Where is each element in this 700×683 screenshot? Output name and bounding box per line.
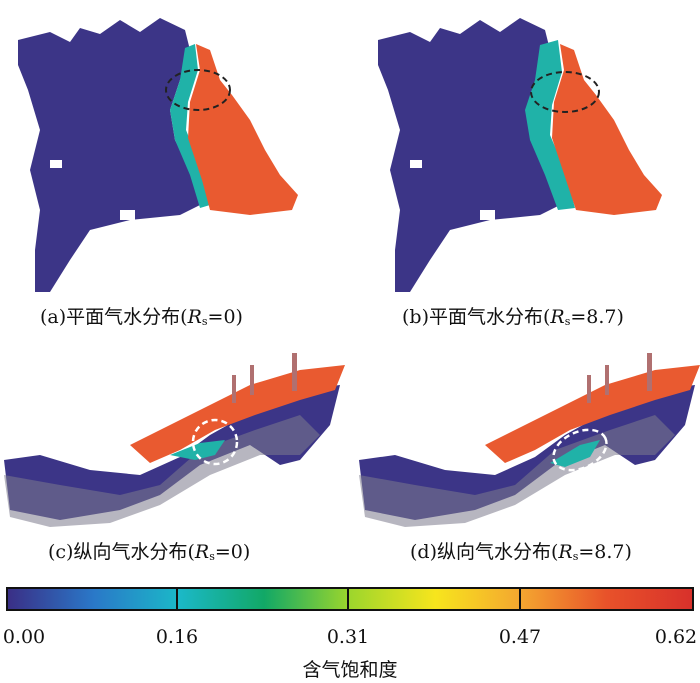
section-c [4, 353, 345, 527]
highlight-ellipse [552, 428, 608, 472]
colorbar-tick-label: 0.00 [2, 626, 46, 648]
transition-zone [550, 440, 600, 467]
water-zone [378, 18, 560, 292]
colorbar-tick-label: 0.62 [654, 626, 698, 648]
water-zone [18, 18, 200, 292]
panel-c-vertical-view [0, 345, 345, 535]
colorbar-tick-label: 0.47 [498, 626, 542, 648]
colorbar-tick [176, 587, 178, 611]
colorbar-tick [347, 587, 349, 611]
panel-d-vertical-view [355, 345, 700, 535]
grey-layer [4, 415, 320, 527]
gas-zone [485, 365, 700, 463]
highlight-ellipse [165, 69, 231, 111]
colorbar-tick-label: 0.16 [155, 626, 199, 648]
panel-b-plan-view [370, 10, 670, 295]
colorbar-title: 含气饱和度 [302, 659, 398, 681]
highlight-ellipse [191, 418, 239, 466]
water-body [359, 385, 695, 520]
gas-zone [188, 44, 298, 215]
section-d [359, 353, 700, 527]
plan-map-a [18, 18, 298, 292]
plan-map-b [378, 18, 662, 292]
highlight-ellipse [530, 71, 600, 113]
caption-a: (a)平面气水分布(Rs=0) [40, 306, 243, 328]
caption-c: (c)纵向气水分布(Rs=0) [48, 541, 251, 563]
gas-zone [130, 365, 345, 463]
colorbar-tick [519, 587, 521, 611]
water-body [4, 385, 340, 520]
caption-b: (b)平面气水分布(Rs=8.7) [402, 306, 624, 328]
colorbar [6, 587, 694, 611]
panel-a-plan-view [10, 10, 310, 295]
colorbar-tick-label: 0.31 [326, 626, 370, 648]
gas-zone [552, 44, 662, 215]
transition-zone [170, 440, 225, 460]
caption-d: (d)纵向气水分布(Rs=8.7) [410, 541, 632, 563]
